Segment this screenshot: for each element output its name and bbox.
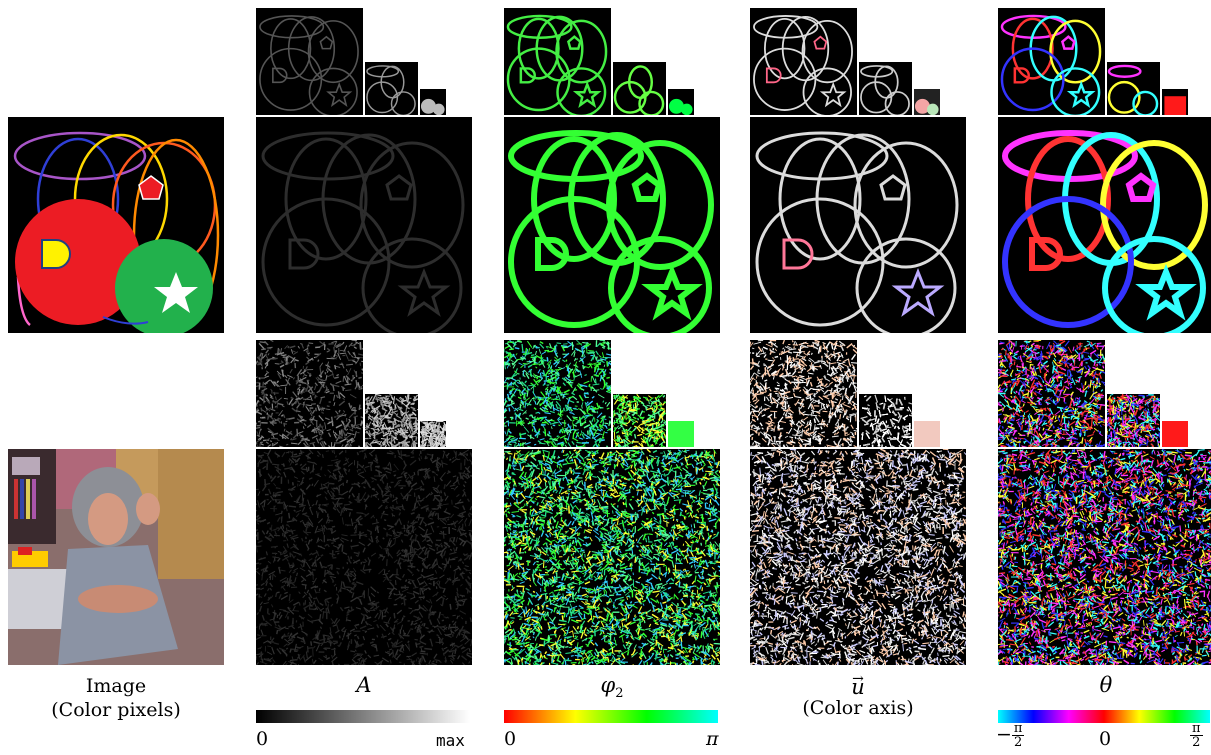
phase-portrait-small-l2 [613,394,666,447]
orientation-label: θ [1099,673,1113,697]
orientation-l3-svg [1162,89,1188,115]
coloraxis-small-l3 [914,89,940,115]
coloraxis-portrait-small-l2 [859,394,912,447]
amplitude-portrait-large [256,449,472,665]
red-circle [15,199,141,325]
orientation-portrait-small-l1 [998,340,1105,447]
amplitude-tick-max: max [436,731,465,750]
phase-l2-svg [613,65,665,115]
orientation-tick-min-sign: − [996,723,1012,746]
green-circle [115,239,213,333]
orientation-portrait-small-l2-texture [1107,394,1160,447]
amplitude-label: A [356,673,372,697]
coloraxis-portrait-small-l2-texture [859,394,912,447]
shapes-image [8,117,224,333]
coloraxis-portrait-small-l3 [914,421,940,447]
orientation-large [998,117,1211,333]
orientation-small-svg [1000,14,1102,115]
coloraxis-label-line2: (Color axis) [802,697,914,719]
orientation-tick-max-den: 2 [1192,735,1201,750]
orientation-tick-min-num: π [1011,721,1025,736]
amplitude-small-l3 [420,89,446,115]
amplitude-colorbar [256,710,470,723]
phase-symbol: φ [600,673,616,697]
orientation-small-l1 [998,8,1105,115]
coloraxis-arrow-icon: → [852,671,864,687]
phase-portrait-small-l1 [504,340,611,447]
coloraxis-small-svg [753,15,853,115]
phase-large-svg [508,130,714,333]
amplitude-tick-min: 0 [256,728,269,750]
orientation-small-l2 [1107,62,1160,115]
coloraxis-small-l1 [750,8,857,115]
coloraxis-portrait-small-l1 [750,340,857,447]
coloraxis-symbol: u [851,675,865,699]
phase-portrait-small-l2-texture [613,394,666,447]
amp-small-svg [259,15,359,115]
phase-small-svg [506,14,608,115]
amplitude-portrait-small-l1 [256,340,363,447]
image-label-line2: (Color pixels) [51,699,181,721]
orientation-portrait-large-texture [998,449,1211,665]
amp-l3-svg [420,98,445,115]
amplitude-small-l2 [365,62,418,115]
orientation-l2-svg [1107,64,1159,115]
amplitude-portrait-large-texture [256,449,472,665]
amp-l2-svg [366,65,416,115]
phase-tick-min: 0 [504,728,517,750]
coloraxis-l2-svg [860,65,910,115]
orientation-colorbar [998,710,1210,723]
phase-small-l1 [504,8,611,115]
coloraxis-large [750,117,966,333]
amplitude-portrait-small-l1-texture [256,340,363,447]
phase-label: φ2 [504,672,720,707]
amplitude-portrait-small-l3-texture [420,421,446,447]
coloraxis-small-l2 [859,62,912,115]
phase-tick-max: π [706,728,719,750]
portrait-image [8,449,224,665]
image-label: Image (Color pixels) [8,674,224,722]
phase-small-l2 [613,62,666,115]
phase-large [504,117,720,333]
amp-large-svg [261,131,465,333]
orientation-tick-min-den: 2 [1014,735,1023,750]
orientation-tick-mid: 0 [1099,728,1112,750]
coloraxis-l3-svg [914,89,940,115]
amplitude-portrait-small-l2-texture [365,394,418,447]
portrait-svg [8,449,224,665]
phase-portrait-small-l3 [668,421,694,447]
orientation-portrait-small-l3 [1162,421,1188,447]
phase-colorbar [504,710,718,723]
orientation-large-svg [1002,130,1208,333]
orientation-portrait-small-l2 [1107,394,1160,447]
phase-portrait-small-l1-texture [504,340,611,447]
phase-small-l3 [668,89,694,115]
amplitude-portrait-small-l3 [420,421,446,447]
coloraxis-portrait-small-l1-texture [750,340,857,447]
orientation-tick-min: − π 2 [996,721,1025,750]
coloraxis-large-svg [755,131,959,333]
phase-portrait-large [504,449,720,665]
phase-l3-svg [668,89,694,115]
orientation-portrait-small-l1-texture [998,340,1105,447]
coloraxis-portrait-large-texture [750,449,966,665]
coloraxis-portrait-large [750,449,966,665]
orientation-tick-max-num: π [1190,721,1203,736]
amplitude-small-l1 [256,8,363,115]
shapes-svg [8,117,224,333]
phase-subscript: 2 [615,686,624,702]
amplitude-portrait-small-l2 [365,394,418,447]
image-label-line1: Image [85,675,147,697]
phase-portrait-large-texture [504,449,720,665]
coloraxis-label: → u (Color axis) [750,670,966,720]
orientation-small-l3 [1162,89,1188,115]
orientation-portrait-large [998,449,1211,665]
amplitude-large [256,117,472,333]
